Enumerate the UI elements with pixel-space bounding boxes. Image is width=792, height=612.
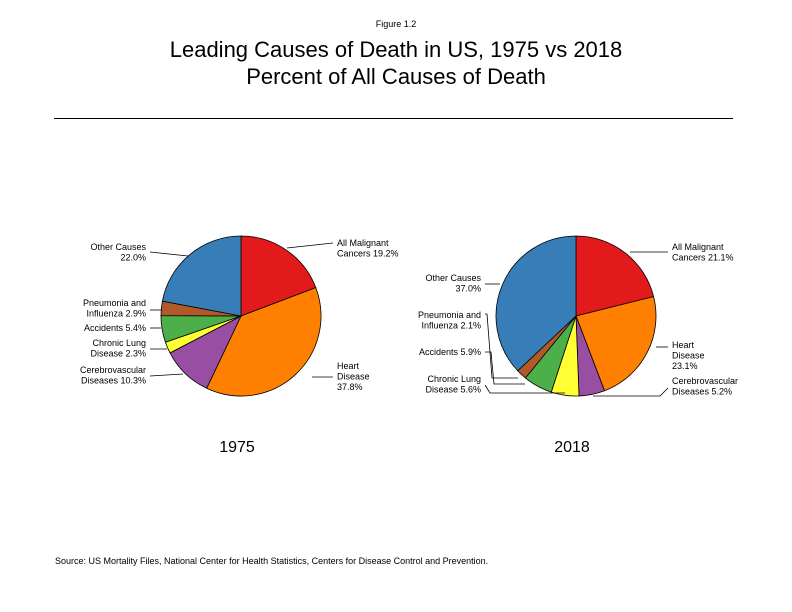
slice-other: [161, 235, 242, 317]
leader-line-cerebro: [593, 387, 669, 397]
label-malignant: All Malignant Cancers 21.1%: [672, 242, 734, 263]
slice-malignant: [240, 235, 317, 317]
pie-chart-1975: All Malignant Cancers 19.2% Heart Disease 37…: [80, 235, 399, 456]
label-lung: Chronic Lung Disease 5.6%: [425, 374, 481, 395]
pie-chart-2018: All Malignant Cancers 21.1% Heart Disease 23…: [418, 235, 738, 456]
leader-line-other: [149, 251, 189, 257]
source-note: Source: US Mortality Files, National Cen…: [55, 556, 489, 566]
label-other: Other Causes 22.0%: [90, 242, 146, 263]
title-divider: [54, 118, 733, 119]
slice-malignant: [575, 235, 655, 317]
chart-title: Leading Causes of Death in US, 1975 vs 2…: [0, 36, 792, 90]
slice-heart: [575, 296, 657, 392]
label-heart: Heart Disease 37.8%: [337, 361, 370, 392]
pie-year-label-2018: 2018: [554, 439, 590, 456]
leader-line-malignant: [286, 242, 334, 249]
label-pneumonia: Pneumonia and Influenza 2.9%: [83, 298, 146, 319]
label-lung: Chronic Lung Disease 2.3%: [90, 338, 146, 359]
slice-heart: [206, 287, 322, 397]
label-accidents: Accidents 5.9%: [419, 347, 481, 357]
leader-line-accidents: [485, 351, 525, 385]
label-malignant: All Malignant Cancers 19.2%: [337, 238, 399, 259]
leader-line-cerebro: [149, 373, 184, 377]
label-cerebro: Cerebrovascular Diseases 5.2%: [672, 376, 738, 397]
slice-other: [495, 235, 577, 372]
pie-year-label-1975: 1975: [219, 439, 255, 456]
figure-label: Figure 1.2: [375, 19, 417, 29]
title-line-1: Leading Causes of Death in US, 1975 vs 2…: [169, 37, 623, 62]
title-line-2: Percent of All Causes of Death: [246, 64, 546, 89]
label-cerebro: Cerebrovascular Diseases 10.3%: [80, 365, 146, 386]
leader-line-lung: [484, 384, 565, 394]
label-pneumonia: Pneumonia and Influenza 2.1%: [418, 310, 481, 331]
leader-line-pneumonia: [485, 313, 518, 379]
label-other: Other Causes 37.0%: [425, 273, 481, 294]
label-accidents: Accidents 5.4%: [84, 323, 146, 333]
label-heart: Heart Disease 23.1%: [672, 340, 705, 371]
